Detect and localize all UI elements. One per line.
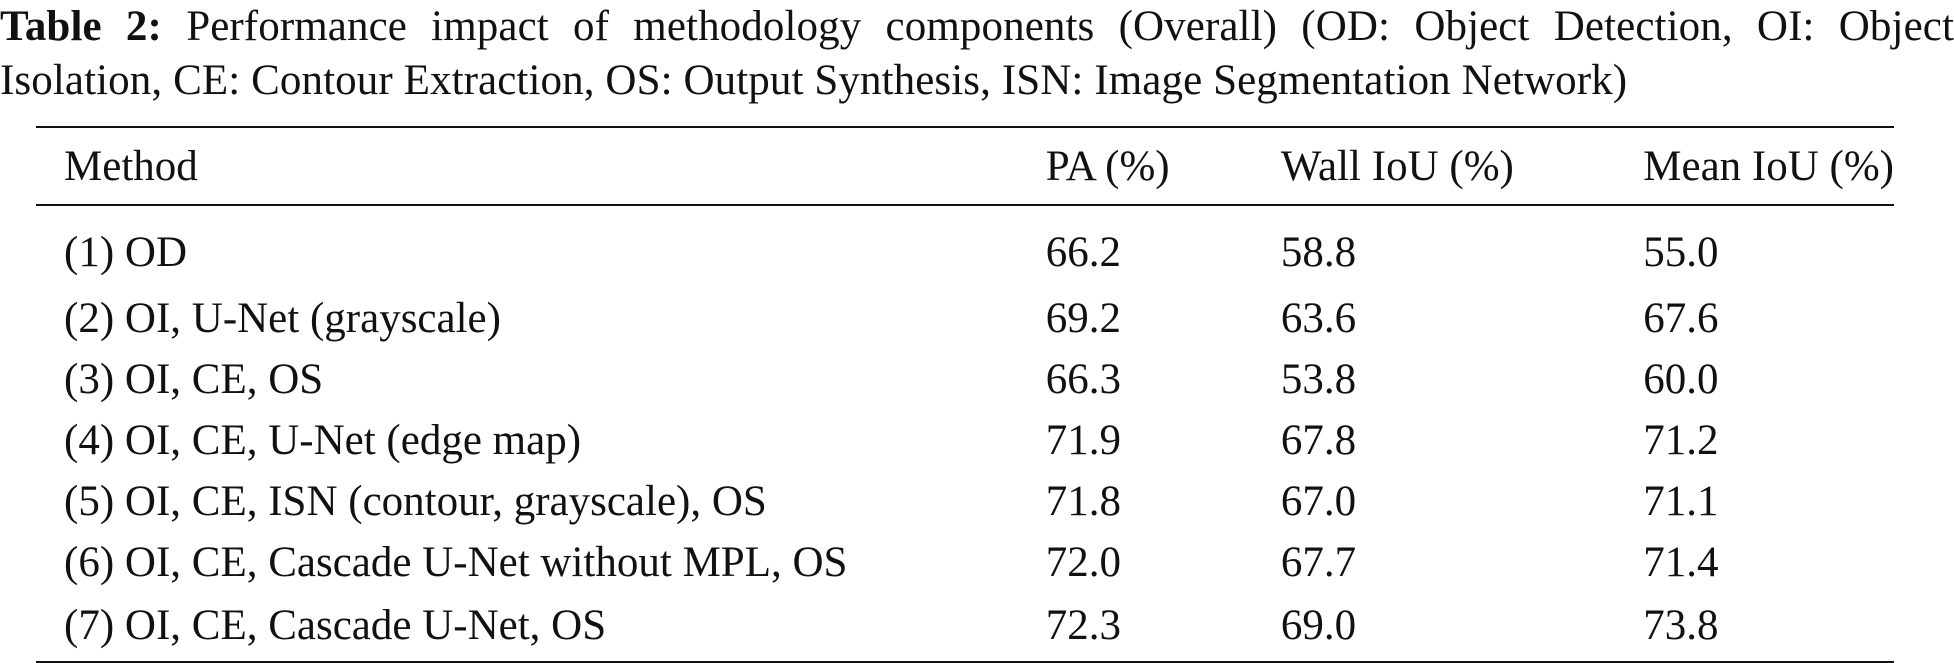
cell-method: (2) OI, U-Net (grayscale) [64, 295, 501, 342]
table-row: (6) OI, CE, Cascade U-Net without MPL, O… [36, 532, 1894, 593]
cell-pa: 72.0 [1045, 539, 1121, 586]
results-table: Method PA (%) Wall IoU (%) Mean IoU (%) … [36, 126, 1894, 663]
cell-mean-iou: 67.6 [1643, 295, 1719, 342]
cell-mean-iou: 55.0 [1643, 228, 1719, 276]
cell-pa: 69.2 [1045, 295, 1121, 342]
table-body: (1) OD 66.2 58.8 55.0 (2) OI, U-Net (gra… [36, 205, 1894, 662]
cell-mean-iou: 60.0 [1643, 356, 1719, 403]
table-row: (7) OI, CE, Cascade U-Net, OS 72.3 69.0 … [36, 593, 1894, 662]
cell-wall-iou: 67.0 [1280, 478, 1357, 525]
cell-method: (5) OI, CE, ISN (contour, grayscale), OS [64, 478, 767, 525]
cell-method: (4) OI, CE, U-Net (edge map) [64, 417, 582, 464]
cell-method: (7) OI, CE, Cascade U-Net, OS [64, 601, 607, 649]
header-wall-iou: Wall IoU (%) [1280, 142, 1514, 190]
table-caption: Table 2: Performance impact of methodolo… [0, 0, 1954, 108]
cell-pa: 71.8 [1045, 478, 1121, 525]
cell-method: (3) OI, CE, OS [64, 356, 324, 403]
cell-pa: 66.3 [1045, 356, 1121, 403]
table-header: Method PA (%) Wall IoU (%) Mean IoU (%) [36, 127, 1894, 205]
cell-wall-iou: 58.8 [1280, 228, 1357, 276]
cell-method: (1) OD [64, 228, 187, 276]
table-row: (4) OI, CE, U-Net (edge map) 71.9 67.8 7… [36, 410, 1894, 471]
cell-wall-iou: 69.0 [1280, 601, 1357, 649]
cell-method: (6) OI, CE, Cascade U-Net without MPL, O… [64, 539, 848, 586]
caption-label: Table 2: [0, 3, 162, 50]
caption-text: Performance impact of methodology compon… [0, 3, 1954, 104]
cell-pa: 72.3 [1045, 601, 1121, 649]
header-row: Method PA (%) Wall IoU (%) Mean IoU (%) [36, 127, 1894, 205]
cell-pa: 71.9 [1045, 417, 1121, 464]
header-pa: PA (%) [1045, 142, 1170, 190]
cell-mean-iou: 73.8 [1643, 601, 1719, 649]
cell-mean-iou: 71.2 [1643, 417, 1719, 464]
header-method: Method [64, 142, 198, 190]
cell-wall-iou: 53.8 [1280, 356, 1357, 403]
header-mean-iou: Mean IoU (%) [1643, 142, 1894, 190]
cell-mean-iou: 71.1 [1643, 478, 1719, 525]
table-row: (3) OI, CE, OS 66.3 53.8 60.0 [36, 349, 1894, 410]
cell-wall-iou: 67.8 [1280, 417, 1357, 464]
table-row: (5) OI, CE, ISN (contour, grayscale), OS… [36, 471, 1894, 532]
cell-wall-iou: 67.7 [1280, 539, 1357, 586]
cell-wall-iou: 63.6 [1280, 295, 1357, 342]
table-row: (1) OD 66.2 58.8 55.0 [36, 205, 1894, 288]
table-row: (2) OI, U-Net (grayscale) 69.2 63.6 67.6 [36, 288, 1894, 349]
cell-pa: 66.2 [1045, 228, 1121, 276]
cell-mean-iou: 71.4 [1643, 539, 1719, 586]
